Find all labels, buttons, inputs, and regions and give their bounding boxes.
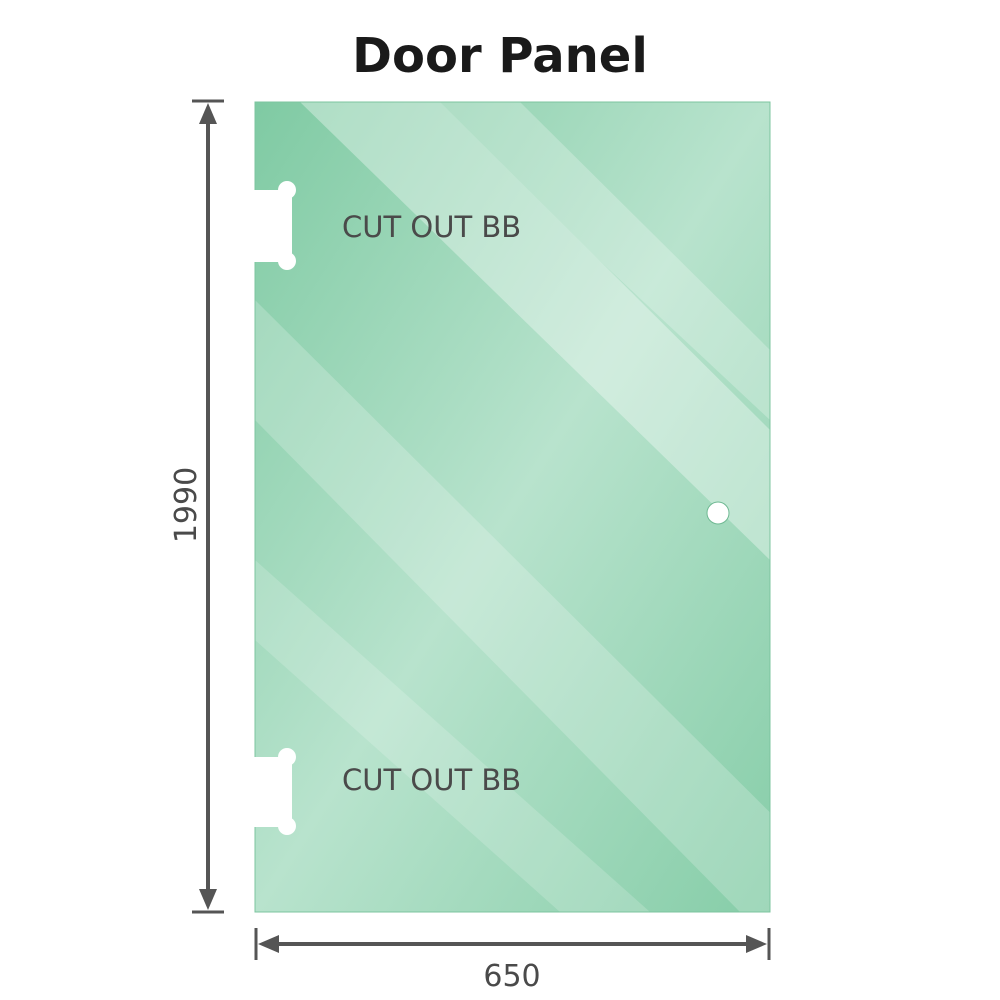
- handle-hole: [706, 501, 730, 525]
- top-cutout: [250, 181, 296, 270]
- width-dimension-line: [254, 928, 771, 960]
- width-label: 650: [483, 959, 540, 994]
- height-label: 1990: [169, 467, 204, 543]
- diagram-title: Door Panel: [352, 28, 648, 84]
- glass-panel: [254, 101, 771, 913]
- cutout-label-bottom: CUT OUT BB: [342, 763, 521, 797]
- cutout-label-top: CUT OUT BB: [342, 210, 521, 244]
- height-dimension-line: [192, 99, 224, 914]
- bottom-cutout: [250, 748, 296, 835]
